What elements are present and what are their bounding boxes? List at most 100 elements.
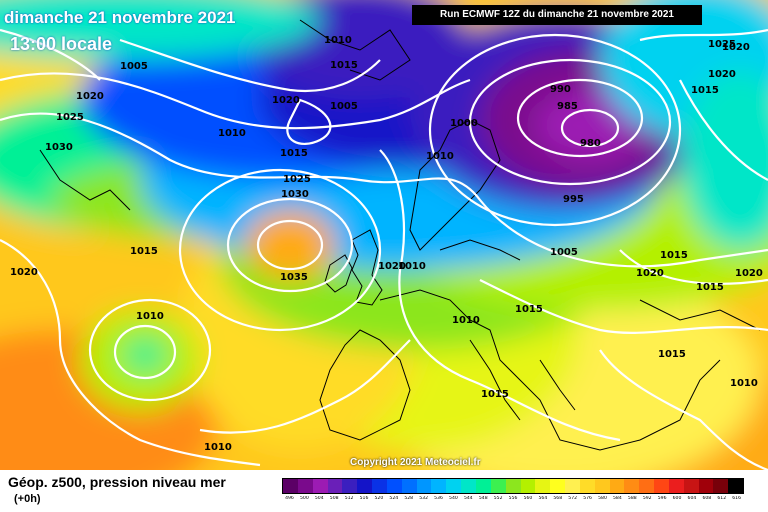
legend-swatch bbox=[654, 479, 669, 493]
isobar-label: 1015 bbox=[481, 389, 509, 400]
isobar-label: 1010 bbox=[398, 261, 426, 272]
forecast-offset: (+0h) bbox=[14, 493, 41, 505]
legend-tick-label: 584 bbox=[613, 496, 622, 501]
legend-tick-label: 608 bbox=[702, 496, 712, 501]
isobar-label: 995 bbox=[563, 194, 584, 205]
isobar-labels: 1010 1015 1005 1020 1025 1030 1020 1005 … bbox=[10, 35, 768, 453]
isobar-label: 1010 bbox=[136, 311, 164, 322]
map-svg: 1010 1015 1005 1020 1025 1030 1020 1005 … bbox=[0, 0, 768, 470]
legend-swatch bbox=[713, 479, 729, 493]
isobar-label: 1020 bbox=[722, 42, 750, 53]
legend-tick-label: 568 bbox=[553, 496, 563, 501]
legend-ticks: 496 500 504 508 512 516 520 524 528 532 536 540 544 5… bbox=[282, 496, 744, 506]
legend-swatch bbox=[609, 479, 625, 493]
isobar-label: 1015 bbox=[696, 282, 724, 293]
legend-tick-label: 504 bbox=[314, 496, 324, 501]
isobar-label: 1005 bbox=[550, 247, 578, 258]
legend-swatch bbox=[416, 479, 432, 493]
copyright-notice: Copyright 2021 Meteociel.fr bbox=[350, 457, 481, 468]
legend-swatch bbox=[505, 479, 521, 493]
isobar-label: 1035 bbox=[280, 272, 308, 283]
legend-swatch bbox=[639, 479, 655, 493]
isobar-label: 1015 bbox=[691, 85, 719, 96]
isobar-label: 1015 bbox=[130, 246, 158, 257]
legend-tick-label: 600 bbox=[672, 496, 682, 501]
coastlines bbox=[39, 19, 761, 451]
legend-swatch bbox=[579, 479, 595, 493]
legend-swatch bbox=[535, 479, 551, 493]
isobar-label: 1010 bbox=[204, 442, 232, 453]
isobar-label: 1030 bbox=[281, 189, 309, 200]
legend-tick-label: 496 bbox=[285, 496, 294, 501]
legend-swatch bbox=[461, 479, 476, 493]
legend-swatch bbox=[312, 479, 328, 493]
legend-tick-label: 548 bbox=[478, 496, 488, 501]
isobar-label: 1015 bbox=[515, 304, 543, 315]
legend-tick-label: 500 bbox=[299, 496, 309, 501]
legend-tick-label: 512 bbox=[344, 496, 354, 501]
legend-swatch bbox=[594, 479, 610, 493]
legend-tick-label: 580 bbox=[598, 496, 607, 501]
isobar-label: 980 bbox=[580, 138, 601, 149]
isobars bbox=[0, 28, 768, 470]
legend-swatch bbox=[386, 479, 402, 493]
legend-swatch bbox=[624, 479, 640, 493]
legend-tick-label: 528 bbox=[404, 496, 414, 501]
isobar-label: 1015 bbox=[280, 148, 308, 159]
model-run-label: Run ECMWF 12Z du dimanche 21 novembre 20… bbox=[412, 5, 702, 25]
isobar-label: 1015 bbox=[330, 60, 358, 71]
isobar-label: 1005 bbox=[330, 101, 358, 112]
color-field bbox=[0, 0, 768, 470]
legend-swatch bbox=[490, 479, 506, 493]
legend-tick-label: 592 bbox=[642, 496, 652, 501]
legend-swatch bbox=[327, 479, 343, 493]
legend-tick-label: 564 bbox=[538, 496, 548, 501]
legend-swatch bbox=[683, 479, 699, 493]
isobar-label: 1020 bbox=[10, 267, 38, 278]
isobar-label: 1030 bbox=[45, 142, 73, 153]
legend-swatch bbox=[550, 479, 566, 493]
legend-tick-label: 520 bbox=[374, 496, 384, 501]
legend-tick-label: 508 bbox=[329, 496, 339, 501]
legend-tick-label: 552 bbox=[493, 496, 503, 501]
legend-tick-label: 540 bbox=[449, 496, 458, 501]
map-footer: Géop. z500, pression niveau mer (+0h) 49… bbox=[0, 470, 768, 512]
field-title: Géop. z500, pression niveau mer bbox=[8, 474, 226, 490]
isobar-label: 1010 bbox=[324, 35, 352, 46]
legend-tick-label: 604 bbox=[687, 496, 697, 501]
legend-tick-label: 616 bbox=[732, 496, 742, 501]
isobar-label: 1015 bbox=[660, 250, 688, 261]
legend-swatch bbox=[431, 479, 447, 493]
map-date: dimanche 21 novembre 2021 bbox=[4, 8, 236, 27]
isobar-label: 1025 bbox=[56, 112, 84, 123]
isobar-label: 1010 bbox=[730, 378, 758, 389]
legend-tick-label: 588 bbox=[627, 496, 637, 501]
isobar-label: 1005 bbox=[120, 61, 148, 72]
isobar-label: 1020 bbox=[76, 91, 104, 102]
isobar-label: 1015 bbox=[658, 349, 686, 360]
legend-tick-label: 544 bbox=[463, 496, 473, 501]
legend-swatch bbox=[565, 479, 580, 493]
legend-tick-label: 536 bbox=[434, 496, 443, 501]
isobar-label: 985 bbox=[557, 101, 578, 112]
legend-swatch bbox=[475, 479, 491, 493]
legend-swatch bbox=[401, 479, 417, 493]
legend-swatch bbox=[297, 479, 313, 493]
legend-tick-label: 576 bbox=[583, 496, 592, 501]
legend-tick-label: 596 bbox=[657, 496, 667, 501]
legend-swatch bbox=[668, 479, 684, 493]
isobar-label: 990 bbox=[550, 84, 571, 95]
isobar-label: 1020 bbox=[272, 95, 300, 106]
isobar-label: 1000 bbox=[450, 118, 478, 129]
isobar-label: 1020 bbox=[378, 261, 406, 272]
legend-swatch bbox=[283, 479, 298, 493]
isobar-label: 1025 bbox=[283, 174, 311, 185]
isobar-label: 1010 bbox=[452, 315, 480, 326]
legend-tick-label: 524 bbox=[389, 496, 399, 501]
legend-tick-label: 556 bbox=[508, 496, 518, 501]
map-local-time: 13:00 locale bbox=[10, 34, 113, 54]
legend-tick-label: 560 bbox=[523, 496, 533, 501]
legend-tick-label: 612 bbox=[717, 496, 727, 501]
legend-swatches bbox=[282, 478, 744, 494]
isobar-label: 1020 bbox=[735, 268, 763, 279]
